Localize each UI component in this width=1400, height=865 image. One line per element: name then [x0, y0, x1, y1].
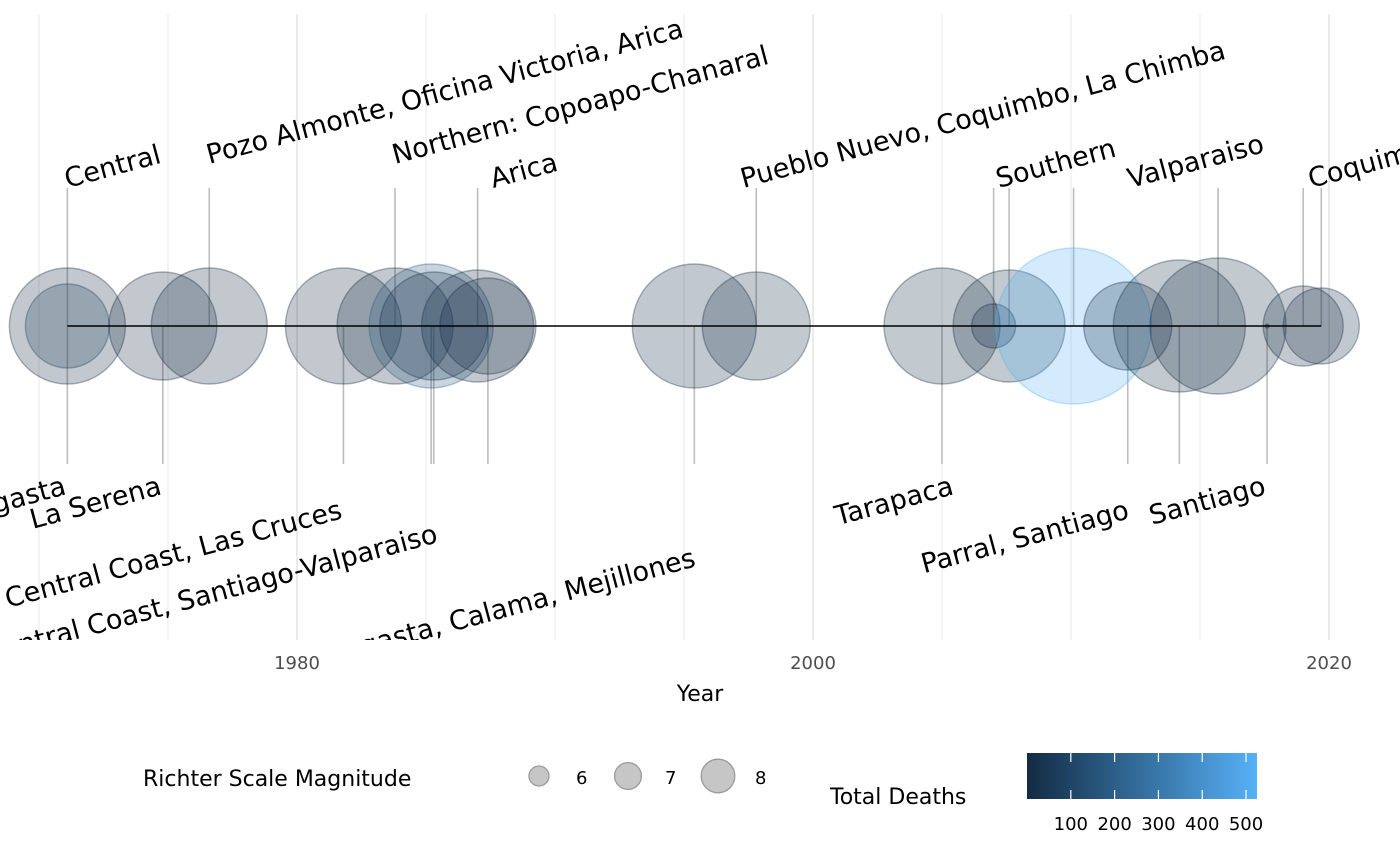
event-label: Arica	[487, 147, 561, 195]
event-label: Central	[61, 139, 164, 194]
size-legend-title: Richter Scale Magnitude	[143, 767, 411, 792]
event-label: Southern	[993, 133, 1120, 195]
x-tick-label: 2020	[1306, 653, 1352, 674]
color-legend-label: 300	[1141, 814, 1175, 835]
event-label: Coquimbo	[1305, 129, 1400, 194]
x-axis-ticks: 1980 2000 2020	[274, 653, 1352, 674]
color-legend-label: 100	[1054, 814, 1088, 835]
color-legend-title: Total Deaths	[829, 785, 966, 810]
color-legend-label: 500	[1229, 814, 1263, 835]
event-label: Parral, Santiago	[918, 495, 1132, 580]
event-label: Tarapaca	[831, 471, 957, 533]
x-tick-label: 2000	[790, 653, 836, 674]
size-legend-label: 8	[755, 768, 766, 789]
size-legend: Richter Scale Magnitude 6 7 8	[143, 759, 766, 793]
event-label: Santiago	[1146, 471, 1269, 532]
size-legend-key	[615, 763, 642, 790]
size-legend-label: 7	[665, 768, 676, 789]
event-label: Valparaiso	[1124, 129, 1267, 195]
x-tick-label: 1980	[274, 653, 320, 674]
color-legend-label: 400	[1185, 814, 1219, 835]
x-axis-title: Year	[676, 682, 725, 707]
size-legend-key	[529, 766, 549, 786]
size-legend-key	[701, 759, 735, 793]
color-legend-label: 200	[1097, 814, 1131, 835]
color-legend: Total Deaths 100 200 300 400 500	[829, 753, 1263, 835]
size-legend-label: 6	[576, 768, 587, 789]
color-legend-bar	[1027, 753, 1257, 799]
